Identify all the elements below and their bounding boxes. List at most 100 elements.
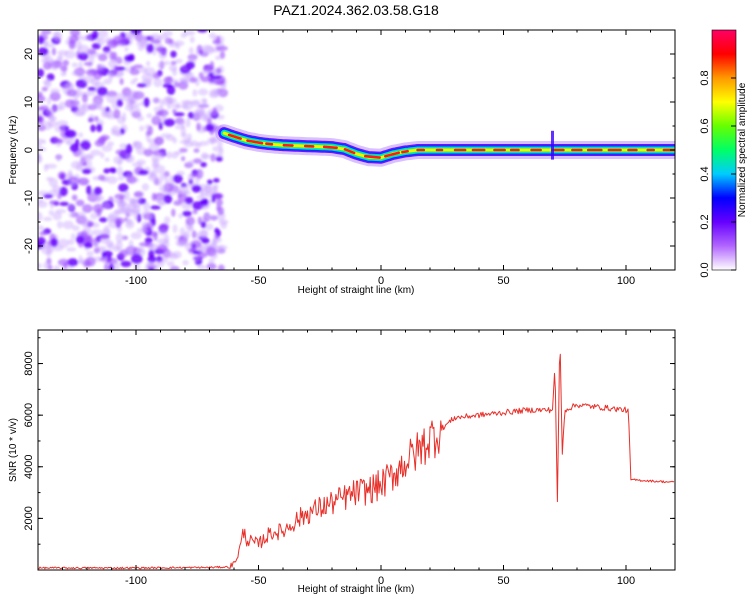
colorbar: 0.0 0.2 0.4 0.6 0.8 Normalized spectral ampl… (699, 29, 748, 278)
noise-blob (163, 216, 171, 224)
noise-blob (119, 143, 128, 149)
noise-blob (198, 72, 204, 79)
noise-blob (133, 262, 141, 270)
noise-blob (51, 47, 57, 56)
colorbar-tick-label: 0.8 (699, 70, 711, 85)
noise-blob (215, 245, 225, 254)
noise-blob (196, 106, 204, 116)
noise-blob (210, 75, 222, 80)
x-tick-label: 50 (497, 275, 509, 287)
noise-blob (38, 111, 42, 118)
colorbar-label: Normalized spectral amplitude (737, 82, 748, 217)
noise-blob (175, 43, 180, 50)
noise-blob (92, 203, 104, 214)
noise-blob (98, 136, 108, 142)
snr-panel: -100 -50 0 50 100 2000 4000 6000 8000 Height of … (8, 329, 676, 595)
noise-blob (183, 230, 191, 239)
snr-marks (38, 353, 675, 570)
noise-blob (110, 168, 117, 174)
noise-blob (158, 34, 168, 40)
noise-blob (141, 221, 149, 229)
noise-blob (113, 109, 121, 119)
noise-blob (67, 258, 79, 267)
noise-blob (113, 198, 124, 204)
noise-blob (115, 233, 124, 243)
noise-blob (200, 204, 209, 210)
noise-blob (188, 160, 195, 166)
noise-blob (106, 176, 118, 184)
noise-blob (141, 72, 154, 83)
noise-blob (69, 143, 79, 153)
noise-blob (212, 146, 224, 152)
noise-blob (68, 179, 77, 187)
noise-blob (103, 225, 111, 236)
noise-blob (57, 258, 70, 266)
noise-blob (82, 204, 93, 213)
noise-blob (66, 89, 78, 97)
noise-blob (69, 30, 81, 37)
noise-blob (213, 185, 219, 194)
noise-blob (77, 211, 87, 222)
noise-blob (136, 227, 148, 233)
noise-blob (106, 214, 118, 223)
noise-blob (198, 141, 210, 146)
noise-blob (44, 56, 54, 65)
noise-blob (91, 42, 101, 50)
noise-blob (185, 61, 195, 70)
noise-blob (116, 42, 126, 47)
noise-blob (125, 66, 130, 73)
y-tick-label: 20 (23, 48, 35, 60)
noise-blob (57, 238, 69, 249)
noise-blob (60, 65, 68, 72)
noise-blob (68, 39, 76, 50)
noise-blob (95, 37, 102, 42)
noise-blob (125, 104, 134, 111)
noise-blob (81, 168, 92, 174)
noise-blob (76, 40, 83, 51)
noise-blob (47, 120, 58, 128)
noise-blob (98, 217, 108, 223)
noise-blob (114, 92, 125, 102)
noise-blob (139, 66, 148, 74)
noise-blob (208, 258, 215, 265)
ridge-core (363, 154, 381, 159)
noise-blob (141, 183, 150, 191)
noise-blob (172, 224, 178, 234)
noise-blob (129, 68, 140, 76)
noise-blob (151, 218, 156, 226)
noise-blob (49, 91, 61, 102)
noise-blob (154, 136, 165, 146)
noise-blob (163, 118, 175, 127)
noise-blob (151, 192, 157, 201)
noise-blob (198, 245, 204, 254)
noise-blob (98, 106, 107, 111)
noise-blob (38, 106, 45, 111)
colorbar-frame (711, 29, 737, 271)
noise-blob (182, 79, 191, 84)
noise-blob (185, 118, 191, 128)
noise-blob (67, 239, 75, 245)
noise-blob (136, 83, 147, 88)
noise-blob (207, 179, 213, 185)
snr-axes: -100 -50 0 50 100 2000 4000 6000 8000 (23, 330, 676, 587)
y-tick-label: 10 (23, 96, 35, 108)
noise-blob (68, 212, 76, 218)
colorbar-tick-label: 0.6 (699, 118, 711, 133)
noise-blob (40, 244, 52, 249)
noise-blob (188, 248, 194, 253)
noise-blob (150, 205, 161, 210)
noise-blob (87, 86, 97, 91)
noise-blob (106, 93, 116, 104)
noise-blob (173, 250, 182, 259)
x-tick-label: 50 (497, 575, 509, 587)
noise-blob (220, 221, 228, 229)
noise-blob (120, 260, 132, 268)
noise-blob (38, 142, 42, 148)
noise-blob (108, 263, 115, 270)
noise-blob (82, 93, 88, 103)
noise-blob (80, 140, 91, 151)
colorbar-tick-label: 0.0 (699, 262, 711, 277)
noise-blob (79, 35, 92, 41)
noise-blob (96, 64, 105, 71)
spectrogram-xlabel: Height of straight line (km) (298, 285, 415, 296)
